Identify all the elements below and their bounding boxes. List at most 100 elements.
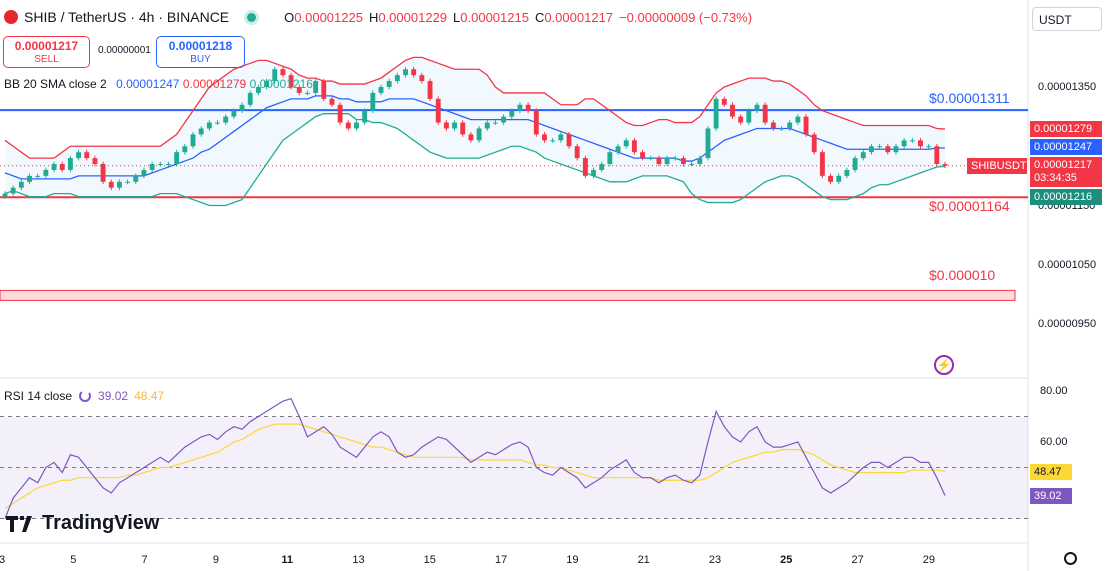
candle-body [868,146,874,153]
candle-body [182,146,188,153]
rsi-ma-tag: 48.47 [1030,464,1072,480]
candle-body [787,122,793,129]
candle-body [754,104,760,111]
settings-icon[interactable] [1064,552,1077,565]
bb-legend-label: BB 20 SMA close 2 [4,77,107,91]
candle-body [721,98,727,105]
candle-body [403,69,408,76]
candle-body [656,158,662,165]
candle-body [10,187,16,194]
candle-body [370,92,376,111]
candle-body [51,164,57,170]
candle-body [599,164,605,170]
rsi-legend-label: RSI 14 close [4,389,73,403]
sell-button[interactable]: 0.00001217 SELL [3,36,90,68]
candle-body [337,104,343,123]
candle-body [746,110,752,123]
spread-value: 0.00000001 [98,45,151,56]
candle-body [803,116,809,135]
brand-name: TradingView [42,512,160,534]
candle-body [452,122,458,129]
candle-body [272,69,278,82]
candle-body [770,122,776,129]
buy-label: BUY [190,54,211,65]
time-tick-label: 13 [352,554,364,566]
time-tick-label: 19 [566,554,578,566]
alert-lightning-icon[interactable]: ⚡ [934,355,954,375]
sell-price: 0.00001217 [14,39,79,53]
symbol-header: SHIB / TetherUS · 4h · BINANCE O0.000012… [4,9,758,25]
candle-body [247,92,253,105]
candle-body [779,128,784,130]
rsi-line [4,397,946,519]
candle-body [157,164,163,166]
bb-upper-tag: 0.00001279 [1030,121,1102,137]
bar-countdown: 03:34:35 [1034,172,1077,184]
candle-body [852,158,858,170]
time-tick-label: 25 [780,554,792,566]
candle-body [280,69,286,76]
time-tick-label: 27 [851,554,863,566]
currency-label: USDT [1039,13,1072,27]
rsi-legend-value: 39.02 [98,389,129,403]
candle-body [672,158,678,160]
candle-body [198,128,204,135]
candle-body [149,164,155,170]
candle-body [484,122,490,129]
candle-body [795,116,801,123]
last-price-tag: 0.00001217 03:34:35 [1030,157,1102,187]
candle-body [460,122,466,135]
candle-body [116,181,122,188]
candle-body [811,134,817,153]
candle-body [92,158,98,165]
open-value: 0.00001225 [294,9,363,25]
high-key: H [368,9,379,25]
candle-body [918,140,923,147]
ohlc-readout: O0.00001225 H0.00001229 L0.00001215 C0.0000… [284,10,758,25]
candle-body [411,69,417,76]
open-key: O [284,9,295,25]
candle-body [468,134,474,141]
rsi-legend[interactable]: RSI 14 close 39.02 48.47 [4,389,164,403]
candle-body [476,128,482,141]
candle-body [819,152,825,176]
bb-lower-value: 0.00001216 [249,77,313,91]
candle-body [427,81,433,99]
candle-body [525,104,531,111]
candle-body [419,75,425,82]
bb-band-fill [5,57,945,206]
tradingview-logo: TradingView [6,512,159,535]
rsi-ma-legend-value: 48.47 [134,389,165,403]
currency-select[interactable]: USDT [1032,7,1102,31]
candle-body [509,110,515,117]
candle-body [125,181,131,183]
bb-basis-value: 0.00001247 [116,77,180,91]
candle-body [926,146,932,148]
level-label-resistance: $0.00001311 [929,90,1010,106]
candle-body [738,116,744,123]
buy-button[interactable]: 0.00001218 BUY [156,36,245,68]
candle-body [697,158,703,165]
candle-body [255,87,261,93]
price-axis-label: 0.00001050 [1038,259,1097,271]
candle-body [648,158,654,160]
time-tick-label: 29 [923,554,935,566]
level-zone [0,289,1016,301]
candle-body [108,181,114,188]
rsi-axis-label: 80.00 [1040,385,1068,397]
candle-body [304,92,310,94]
symbol-title[interactable]: SHIB / TetherUS · 4h · BINANCE [24,9,230,25]
bb-lower-tag: 0.00001216 [1030,189,1102,205]
symbol-tag: SHIBUSDT [967,158,1027,174]
candle-body [288,75,294,87]
candle-body [264,81,270,87]
candle-body [362,110,368,123]
last-price-value: 0.00001217 [1034,159,1093,171]
bb-legend[interactable]: BB 20 SMA close 2 0.00001247 0.00001279 … [4,77,313,91]
candle-body [713,98,719,129]
time-tick-label: 11 [281,554,293,566]
bb-basis-tag: 0.00001247 [1030,139,1102,155]
candle-body [35,175,41,177]
